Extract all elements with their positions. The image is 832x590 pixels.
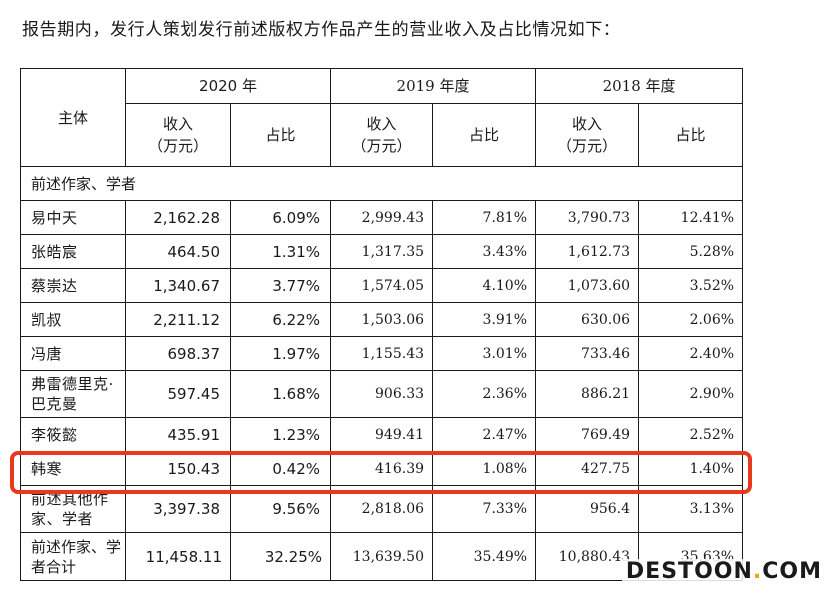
share-2018: 2.06% [638,302,744,337]
revenue-2020: 1,340.67 [125,268,231,303]
total-share-2020: 32.25% [229,532,332,581]
share-2019: 1.08% [432,451,537,486]
share-2018: 3.52% [638,268,744,303]
table-row: 蔡崇达 1,340.67 3.77% 1,574.05 4.10% 1,073.… [20,268,744,303]
author-name: 冯唐 [20,336,126,371]
watermark: DESTOON.COM [621,559,826,584]
header-subject: 主体 [20,68,126,167]
author-name: 凯叔 [20,302,126,337]
share-2019: 3.43% [432,234,537,269]
share-2018: 2.90% [638,370,744,418]
author-name: 易中天 [20,200,126,235]
revenue-2020: 3,397.38 [125,485,231,533]
author-name: 弗雷德里克·巴克曼 [20,370,126,418]
table-row-highlighted: 韩寒 150.43 0.42% 416.39 1.08% 427.75 1.40… [20,451,744,486]
share-2020: 1.31% [229,234,332,269]
watermark-suffix: COM [762,559,822,584]
share-2019: 7.81% [432,200,537,235]
revenue-2020: 435.91 [125,417,231,452]
share-2020: 6.22% [229,302,332,337]
group-row: 前述作家、学者 [19,166,744,201]
share-2018: 12.41% [638,200,744,235]
revenue-2018: 3,790.73 [535,200,640,235]
table-row: 凯叔 2,211.12 6.22% 1,503.06 3.91% 630.06 … [20,302,744,337]
header-share-2020: 占比 [229,103,332,167]
share-2019: 7.33% [432,485,537,533]
header-share-2019: 占比 [432,103,537,167]
share-2018: 3.13% [638,485,744,533]
author-name: 韩寒 [20,451,126,486]
table-row: 李筱懿 435.91 1.23% 949.41 2.47% 769.49 2.5… [20,417,744,452]
revenue-2019: 1,317.35 [330,234,434,269]
revenue-2018: 956.4 [535,485,640,533]
revenue-2019: 949.41 [330,417,434,452]
revenue-2018: 769.49 [535,417,640,452]
share-2018: 5.28% [638,234,744,269]
revenue-2018: 886.21 [535,370,640,418]
author-name: 李筱懿 [20,417,126,452]
header-year-2018: 2018 年度 [535,68,744,104]
total-revenue-2018: 10,880.43 [535,532,640,581]
revenue-2018: 1,073.60 [535,268,640,303]
header-revenue-2020: 收入 （万元） [125,103,231,167]
share-2020: 1.68% [229,370,332,418]
table-row: 易中天 2,162.28 6.09% 2,999.43 7.81% 3,790.… [20,200,744,235]
header-revenue-2018: 收入 （万元） [535,103,640,167]
revenue-2019: 2,999.43 [330,200,434,235]
header-year-2019: 2019 年度 [330,68,537,104]
total-share-2019: 35.49% [432,532,537,581]
share-2020: 6.09% [229,200,332,235]
header-year-2020: 2020 年 [124,68,332,104]
header-share-2018: 占比 [638,103,744,167]
revenue-2020: 597.45 [125,370,231,418]
revenue-table: 主体 2020 年 2019 年度 2018 年度 收入 （万元） 占比 收入 … [19,68,744,581]
revenue-2018: 733.46 [535,336,640,371]
author-name: 前述其他作家、学者 [20,485,126,533]
share-2019: 2.47% [432,417,537,452]
revenue-2020: 2,211.12 [125,302,231,337]
revenue-2019: 416.39 [330,451,434,486]
share-2020: 9.56% [229,485,332,533]
revenue-2018: 630.06 [535,302,640,337]
author-name: 张皓宸 [20,234,126,269]
share-2020: 1.23% [229,417,332,452]
table-row: 冯唐 698.37 1.97% 1,155.43 3.01% 733.46 2.… [20,336,744,371]
total-label: 前述作家、学者合计 [20,532,126,581]
share-2020: 0.42% [229,451,332,486]
share-2020: 1.97% [229,336,332,371]
revenue-2020: 698.37 [125,336,231,371]
watermark-dot: . [752,559,763,584]
intro-text: 报告期内，发行人策划发行前述版权方作品产生的营业收入及占比情况如下： [22,20,621,40]
share-2018: 2.52% [638,417,744,452]
total-revenue-2020: 11,458.11 [125,532,231,581]
header-revenue-2019: 收入 （万元） [330,103,434,167]
share-2019: 2.36% [432,370,537,418]
revenue-2019: 1,574.05 [330,268,434,303]
watermark-main: DESTOON [625,559,753,584]
table-row: 弗雷德里克·巴克曼 597.45 1.68% 906.33 2.36% 886.… [20,370,744,418]
group-label: 前述作家、学者 [19,166,744,201]
revenue-2018: 427.75 [535,451,640,486]
total-revenue-2019: 13,639.50 [330,532,434,581]
table-row: 张皓宸 464.50 1.31% 1,317.35 3.43% 1,612.73… [20,234,744,269]
revenue-2018: 1,612.73 [535,234,640,269]
revenue-2019: 1,503.06 [330,302,434,337]
revenue-2019: 1,155.43 [330,336,434,371]
table-row: 前述其他作家、学者 3,397.38 9.56% 2,818.06 7.33% … [20,485,744,533]
share-2018: 2.40% [638,336,744,371]
share-2019: 4.10% [432,268,537,303]
share-2019: 3.91% [432,302,537,337]
share-2019: 3.01% [432,336,537,371]
revenue-2019: 2,818.06 [330,485,434,533]
share-2020: 3.77% [229,268,332,303]
revenue-2020: 2,162.28 [125,200,231,235]
revenue-2019: 906.33 [330,370,434,418]
share-2018: 1.40% [638,451,744,486]
revenue-2020: 150.43 [125,451,231,486]
revenue-2020: 464.50 [125,234,231,269]
author-name: 蔡崇达 [20,268,126,303]
